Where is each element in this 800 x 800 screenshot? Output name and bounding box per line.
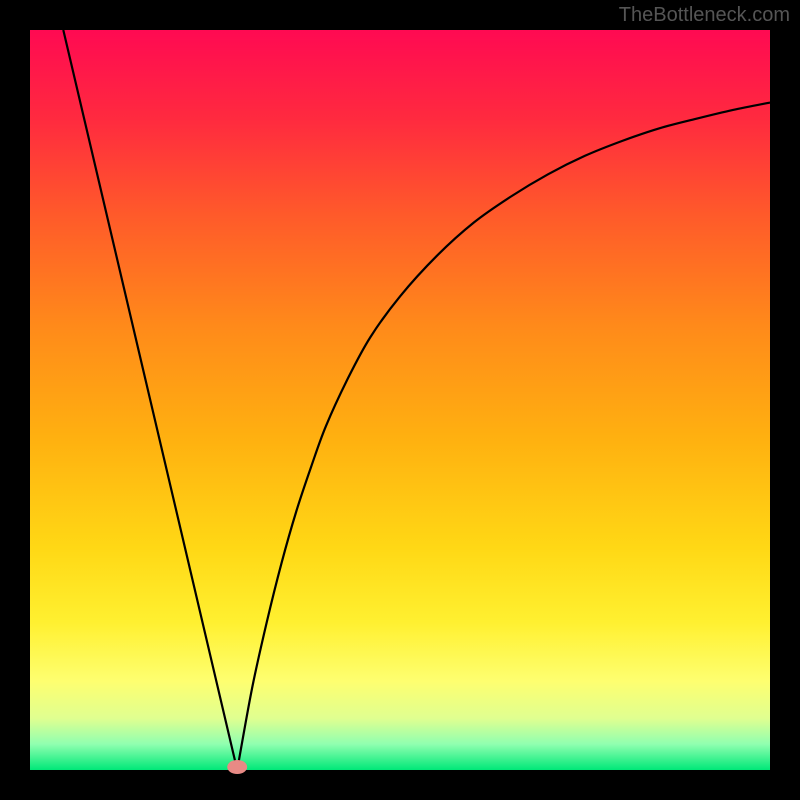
optimal-point-marker — [227, 760, 247, 774]
chart-svg — [0, 0, 800, 800]
plot-background — [30, 30, 770, 770]
bottleneck-chart: TheBottleneck.com — [0, 0, 800, 800]
watermark-text: TheBottleneck.com — [619, 4, 790, 27]
